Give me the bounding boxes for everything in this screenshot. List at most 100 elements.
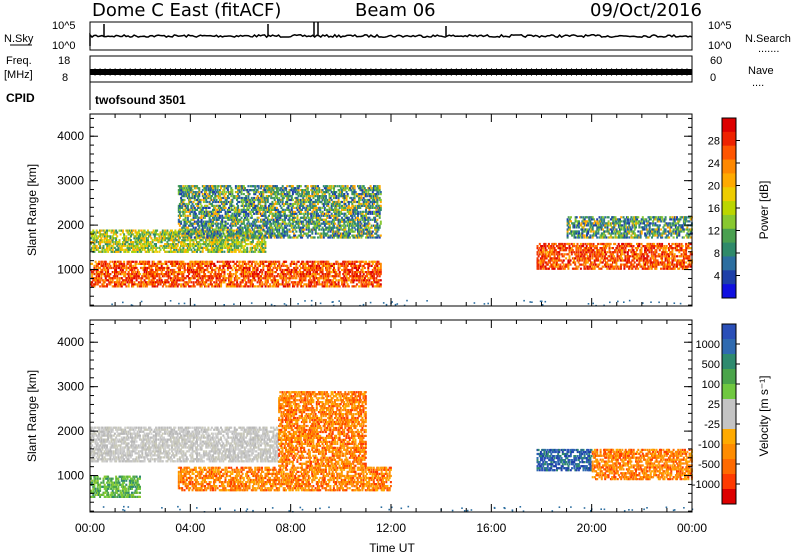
data-cell	[266, 216, 269, 219]
data-cell	[261, 200, 264, 204]
data-cell	[187, 275, 189, 278]
data-cell	[333, 283, 335, 286]
data-cell	[132, 266, 135, 270]
data-cell	[217, 232, 220, 235]
data-cell	[177, 185, 180, 188]
data-cell	[95, 231, 98, 234]
data-cell	[120, 283, 123, 286]
data-cell	[116, 271, 119, 274]
data-cell	[93, 250, 96, 253]
data-cell	[198, 273, 201, 276]
data-cell	[181, 191, 184, 194]
data-cell	[291, 216, 294, 219]
data-cell	[153, 243, 156, 246]
data-cell	[164, 246, 167, 249]
data-cell	[178, 246, 181, 249]
data-cell	[266, 206, 269, 209]
data-cell	[124, 279, 127, 282]
data-cell	[145, 268, 148, 272]
data-cell	[156, 233, 159, 236]
data-cell	[262, 220, 265, 223]
data-cell	[183, 224, 186, 227]
data-cell	[217, 250, 220, 253]
data-cell	[118, 260, 121, 263]
data-cell	[221, 200, 224, 204]
data-cell	[262, 266, 265, 270]
data-cell	[217, 273, 220, 276]
data-cell	[305, 216, 308, 219]
data-cell	[307, 222, 310, 225]
data-cell	[181, 250, 184, 253]
data-cell	[199, 206, 202, 209]
data-cell	[210, 187, 213, 190]
data-cell	[282, 208, 285, 211]
data-cell	[200, 212, 203, 215]
data-cell	[214, 243, 217, 246]
data-cell	[185, 195, 188, 198]
data-cell	[199, 229, 202, 232]
data-cell	[343, 281, 346, 284]
data-cell	[223, 202, 226, 206]
data-cell	[350, 275, 353, 278]
data-cell	[307, 264, 310, 267]
data-cell	[257, 220, 260, 223]
data-cell	[115, 239, 118, 242]
data-cell	[250, 273, 253, 276]
data-cell	[289, 271, 292, 274]
data-cell	[241, 226, 244, 229]
data-cell	[220, 185, 222, 188]
data-cell	[274, 228, 277, 231]
data-cell	[317, 266, 320, 270]
data-cell	[152, 229, 155, 232]
data-cell	[202, 187, 205, 190]
data-cell	[306, 266, 309, 270]
data-cell	[136, 241, 139, 244]
data-cell	[174, 262, 177, 265]
data-cell	[186, 208, 189, 211]
data-cell	[120, 273, 123, 276]
data-cell	[284, 285, 286, 288]
data-cell	[109, 277, 112, 280]
data-cell	[280, 271, 283, 274]
data-cell	[241, 198, 244, 202]
data-cell	[201, 277, 204, 280]
data-cell	[120, 264, 123, 267]
data-cell	[134, 283, 137, 286]
data-cell	[300, 262, 302, 265]
data-cell	[185, 283, 188, 286]
data-cell	[298, 218, 301, 221]
data-cell	[293, 281, 296, 284]
data-cell	[238, 226, 241, 229]
data-cell	[271, 271, 274, 274]
data-cell	[290, 189, 293, 192]
data-cell	[239, 212, 242, 215]
data-cell	[140, 237, 143, 240]
data-cell	[373, 279, 375, 282]
data-cell	[157, 262, 160, 265]
data-cell	[210, 226, 213, 229]
data-cell	[117, 248, 120, 251]
data-cell	[307, 193, 310, 196]
data-cell	[272, 208, 275, 211]
data-cell	[238, 195, 241, 198]
data-cell	[216, 266, 219, 270]
data-cell	[198, 187, 201, 190]
data-cell	[216, 236, 219, 239]
data-cell	[197, 193, 200, 196]
data-cell	[375, 279, 378, 282]
data-cell	[90, 283, 92, 286]
data-cell	[220, 275, 223, 278]
data-cell	[247, 208, 250, 211]
data-cell	[90, 281, 92, 284]
data-cell	[102, 233, 105, 236]
data-cell	[255, 220, 258, 223]
data-cell	[203, 281, 205, 284]
data-cell	[212, 200, 214, 204]
data-cell	[375, 262, 378, 265]
data-cell	[228, 239, 230, 242]
data-cell	[297, 260, 300, 263]
data-cell	[262, 210, 265, 213]
data-cell	[237, 214, 240, 217]
data-cell	[282, 204, 285, 207]
data-cell	[266, 268, 269, 272]
